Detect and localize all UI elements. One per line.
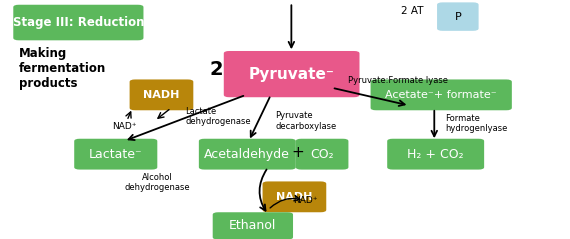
- FancyBboxPatch shape: [213, 212, 293, 239]
- FancyBboxPatch shape: [74, 139, 157, 169]
- Text: Alcohol
dehydrogenase: Alcohol dehydrogenase: [124, 173, 190, 192]
- FancyBboxPatch shape: [387, 139, 484, 169]
- Text: Lactate⁻: Lactate⁻: [89, 148, 142, 161]
- Text: Formate
hydrogenlyase: Formate hydrogenlyase: [445, 114, 508, 133]
- Text: Acetaldehyde: Acetaldehyde: [205, 148, 290, 161]
- Text: Pyruvate
decarboxylase: Pyruvate decarboxylase: [275, 111, 336, 131]
- Text: NADH: NADH: [143, 90, 180, 100]
- FancyBboxPatch shape: [199, 139, 296, 169]
- FancyBboxPatch shape: [437, 2, 479, 31]
- Text: H₂ + CO₂: H₂ + CO₂: [408, 148, 464, 161]
- FancyBboxPatch shape: [224, 51, 360, 97]
- Text: +: +: [291, 146, 304, 160]
- Text: Stage III: Reduction: Stage III: Reduction: [13, 16, 144, 29]
- FancyBboxPatch shape: [129, 79, 193, 110]
- Text: NADH: NADH: [276, 192, 312, 202]
- FancyBboxPatch shape: [263, 181, 326, 212]
- Text: Making
fermentation
products: Making fermentation products: [19, 47, 106, 90]
- Text: NAD⁺: NAD⁺: [293, 196, 317, 205]
- Text: 2 AT: 2 AT: [401, 6, 424, 16]
- Text: P: P: [454, 12, 461, 22]
- FancyBboxPatch shape: [296, 139, 348, 169]
- Text: NAD⁺: NAD⁺: [112, 122, 136, 131]
- Text: Lactate
dehydrogenase: Lactate dehydrogenase: [185, 107, 251, 126]
- Text: Acetate⁻+ formate⁻: Acetate⁻+ formate⁻: [385, 90, 497, 100]
- FancyBboxPatch shape: [370, 79, 512, 110]
- Text: Pyruvate:Formate lyase: Pyruvate:Formate lyase: [348, 76, 449, 85]
- FancyBboxPatch shape: [13, 5, 144, 40]
- Text: 2: 2: [210, 60, 223, 79]
- Text: Pyruvate⁻: Pyruvate⁻: [249, 67, 335, 81]
- Text: CO₂: CO₂: [310, 148, 334, 161]
- Text: Ethanol: Ethanol: [229, 219, 276, 232]
